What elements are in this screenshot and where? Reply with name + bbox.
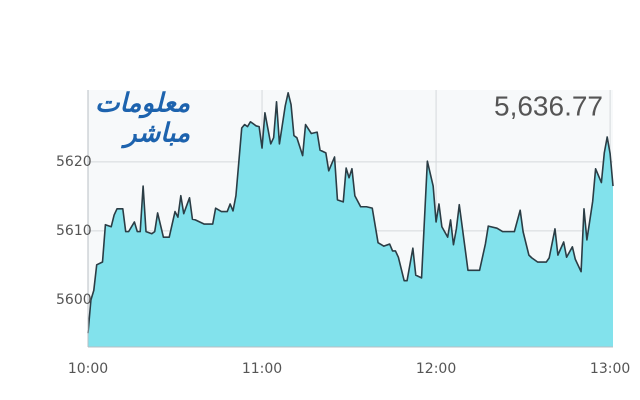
y-tick-label: 5620 [56, 154, 92, 170]
x-tick-label: 10:00 [68, 361, 108, 377]
area [88, 92, 613, 347]
x-tick-label: 13:00 [590, 361, 630, 377]
chart-title: 5,636.77 [494, 90, 603, 121]
y-tick-label: 5600 [56, 292, 92, 308]
plot [87, 90, 614, 348]
x-tick-label: 12:00 [416, 361, 456, 377]
logo-line1: معلومات [95, 89, 190, 119]
y-tick-label: 5610 [56, 223, 92, 239]
logo-line2: مباشر [120, 119, 190, 149]
line [87, 91, 614, 334]
x-tick-label: 11:00 [242, 361, 282, 377]
